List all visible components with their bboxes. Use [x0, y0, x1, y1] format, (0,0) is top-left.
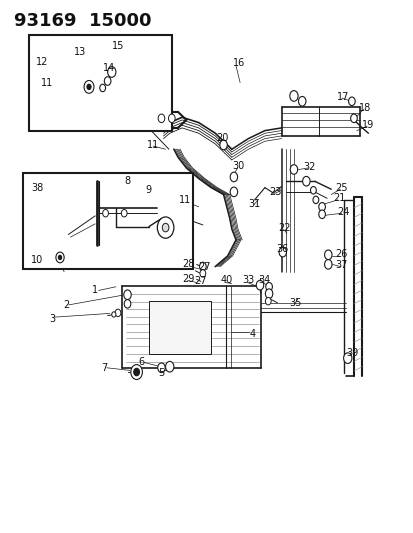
Circle shape	[56, 252, 64, 263]
Circle shape	[348, 97, 354, 106]
Circle shape	[131, 365, 142, 379]
Text: 40: 40	[220, 276, 232, 285]
Text: 3: 3	[49, 314, 55, 324]
Text: 27: 27	[193, 277, 206, 286]
Bar	[23, 173, 192, 269]
Text: 16: 16	[233, 58, 245, 68]
Text: 11: 11	[40, 78, 53, 87]
Circle shape	[289, 91, 297, 101]
Text: 11: 11	[178, 196, 191, 205]
Text: 5: 5	[158, 368, 164, 378]
Circle shape	[112, 312, 116, 317]
Circle shape	[298, 96, 305, 106]
Text: 14: 14	[102, 63, 115, 73]
Text: 34: 34	[258, 276, 270, 285]
Circle shape	[290, 165, 297, 174]
Text: 27: 27	[198, 262, 211, 271]
Text: 33: 33	[242, 276, 254, 285]
Text: 6: 6	[138, 358, 145, 367]
Text: 20: 20	[216, 133, 228, 142]
Text: 21: 21	[332, 193, 344, 203]
Circle shape	[278, 247, 286, 257]
Text: 25: 25	[335, 183, 347, 192]
Circle shape	[265, 282, 272, 291]
Text: 4: 4	[249, 329, 255, 338]
Circle shape	[199, 262, 206, 271]
Text: 37: 37	[335, 260, 347, 270]
Circle shape	[230, 187, 237, 197]
Circle shape	[199, 270, 205, 277]
Bar	[29, 35, 171, 131]
Text: 26: 26	[335, 249, 347, 259]
Circle shape	[87, 84, 91, 90]
Circle shape	[157, 363, 165, 373]
Text: 28: 28	[182, 260, 194, 269]
Circle shape	[230, 172, 237, 182]
Text: 11: 11	[147, 140, 159, 150]
Text: 39: 39	[345, 348, 358, 358]
Circle shape	[107, 67, 116, 77]
Circle shape	[256, 280, 263, 290]
Text: 29: 29	[182, 274, 194, 284]
Text: 2: 2	[63, 300, 69, 310]
Text: 10: 10	[31, 255, 43, 264]
Circle shape	[324, 260, 331, 269]
Circle shape	[100, 84, 105, 92]
Text: 7: 7	[101, 363, 107, 373]
Circle shape	[312, 196, 318, 204]
Text: 23: 23	[268, 187, 281, 197]
Circle shape	[350, 114, 356, 123]
Text: 38: 38	[31, 183, 43, 192]
Text: 19: 19	[361, 120, 374, 130]
Circle shape	[124, 300, 131, 308]
Circle shape	[104, 77, 111, 85]
Circle shape	[343, 353, 351, 364]
Text: 30: 30	[232, 161, 244, 171]
Circle shape	[318, 210, 325, 219]
Circle shape	[310, 187, 316, 194]
Circle shape	[318, 203, 325, 211]
Text: 1: 1	[92, 286, 98, 295]
Circle shape	[102, 209, 108, 217]
Text: 24: 24	[336, 207, 349, 216]
Text: 12: 12	[36, 57, 49, 67]
Circle shape	[162, 223, 169, 232]
Circle shape	[302, 176, 309, 186]
Circle shape	[157, 217, 173, 238]
Circle shape	[84, 80, 94, 93]
Text: 32: 32	[302, 162, 315, 172]
Text: 8: 8	[124, 176, 130, 186]
Circle shape	[133, 368, 139, 376]
Circle shape	[115, 309, 121, 317]
Text: 93169  15000: 93169 15000	[14, 12, 152, 30]
Circle shape	[265, 289, 272, 298]
Circle shape	[123, 290, 131, 300]
Text: 18: 18	[358, 103, 370, 113]
Text: 9: 9	[145, 185, 151, 195]
Text: 22: 22	[278, 223, 290, 232]
Circle shape	[168, 114, 175, 123]
Text: 36: 36	[276, 244, 288, 254]
Circle shape	[158, 114, 164, 123]
Circle shape	[324, 250, 331, 260]
Text: 13: 13	[74, 47, 86, 56]
Circle shape	[121, 209, 127, 217]
Text: 17: 17	[336, 92, 349, 102]
Bar	[149, 301, 211, 354]
Circle shape	[165, 361, 173, 372]
Circle shape	[265, 297, 271, 305]
Text: 31: 31	[248, 199, 260, 208]
Circle shape	[58, 255, 62, 260]
Circle shape	[219, 140, 227, 150]
Text: 35: 35	[288, 298, 301, 308]
Text: 15: 15	[112, 42, 124, 51]
